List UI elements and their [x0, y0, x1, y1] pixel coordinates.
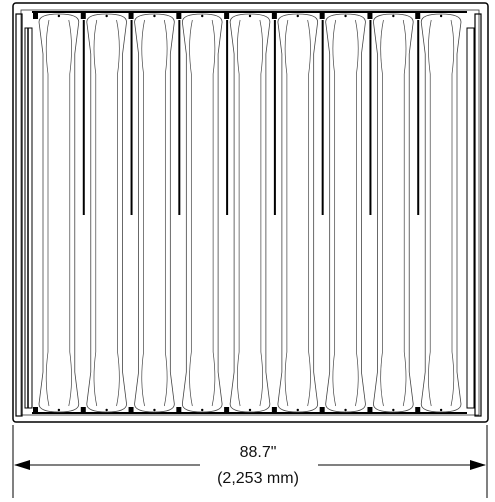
slat-clip-top: [271, 13, 277, 19]
slat-groove-right: [68, 19, 72, 407]
outer-frame: [12, 2, 489, 423]
slat-rivet-bottom: [296, 408, 299, 412]
slat-outline: [38, 13, 80, 413]
inner-frame: [20, 9, 480, 416]
slat-groove-right: [211, 19, 216, 407]
slat-groove-left: [428, 19, 432, 407]
slat-outline: [86, 13, 127, 413]
right-end-plate: [466, 13, 482, 417]
slat-groove-left: [45, 19, 50, 407]
slat-groove-right: [307, 19, 311, 407]
slat-clip-top: [176, 13, 182, 19]
slat: [33, 13, 80, 413]
slat-outline: [134, 13, 175, 413]
slat-groove-right: [355, 19, 359, 407]
slat-clip-top: [224, 13, 230, 19]
slat-rivet-bottom: [392, 408, 395, 412]
slat-clip-bottom: [33, 407, 38, 413]
left-end-plate: [15, 13, 33, 417]
slat: [415, 13, 462, 413]
slat: [367, 13, 414, 413]
slat-rivet-top: [57, 14, 61, 18]
slat-groove-right: [163, 19, 168, 407]
dimension-annotation: 88.7" (2,253 mm): [12, 425, 488, 498]
slat-rivet-bottom: [201, 408, 204, 412]
slat-clip-bottom: [80, 407, 86, 413]
slat-groove-left: [237, 19, 241, 407]
slat-groove-left: [332, 19, 337, 407]
slat-rivet-top: [153, 14, 156, 18]
slat-rivet-top: [201, 14, 204, 18]
slat-rivet-bottom: [439, 408, 443, 412]
dimension-imperial: 88.7": [240, 444, 277, 461]
slat-clip-bottom: [367, 407, 373, 413]
arrow-left: [14, 460, 30, 470]
slat: [80, 13, 127, 413]
slat-groove-right: [259, 19, 263, 407]
slat-clip-top: [80, 13, 86, 19]
slat-rivet-bottom: [153, 408, 156, 412]
slat-clip-top: [319, 13, 325, 19]
slat-clip-top: [33, 13, 38, 19]
slat-outline: [277, 13, 319, 413]
slat-rivet-top: [392, 14, 395, 18]
slat-rivet-bottom: [248, 408, 252, 412]
arrow-right: [470, 460, 486, 470]
slat-groove-right: [402, 19, 407, 407]
slat-clip-top: [128, 13, 134, 19]
slat-groove-left: [380, 19, 384, 407]
slat-outline: [373, 13, 414, 413]
slat-rivet-bottom: [105, 408, 108, 412]
slat-rivet-top: [344, 14, 347, 18]
slat-outline: [229, 13, 271, 413]
slat-rivet-bottom: [57, 408, 61, 412]
slat-clip-top: [367, 13, 373, 19]
slat-clip-top: [415, 13, 421, 19]
slat-clip-bottom: [415, 407, 421, 413]
slat-outline: [325, 13, 366, 413]
slat: [176, 13, 223, 413]
slat-groove-left: [93, 19, 98, 407]
slat: [271, 13, 319, 413]
slat-clip-bottom: [319, 407, 325, 413]
slat-groove-left: [284, 19, 289, 407]
slat-rivet-bottom: [344, 408, 347, 412]
slat-rivet-top: [248, 14, 252, 18]
slat: [128, 13, 175, 413]
slat-groove-left: [189, 19, 193, 407]
slat-groove-left: [141, 19, 145, 407]
slat-rivet-top: [296, 14, 299, 18]
slat-clip-bottom: [176, 407, 182, 413]
slat-clip-bottom: [271, 407, 277, 413]
slat-groove-right: [116, 19, 120, 407]
slat-rivet-top: [439, 14, 443, 18]
slat: [319, 13, 366, 413]
slat-groove-right: [450, 19, 455, 407]
dimension-metric: (2,253 mm): [217, 470, 299, 487]
slat: [224, 13, 271, 413]
slat-clip-bottom: [224, 407, 230, 413]
slat-rivet-top: [105, 14, 108, 18]
slat-clip-bottom: [128, 407, 134, 413]
slat-outline: [181, 13, 223, 413]
slat-outline: [420, 13, 462, 413]
slats-group: [33, 13, 462, 413]
